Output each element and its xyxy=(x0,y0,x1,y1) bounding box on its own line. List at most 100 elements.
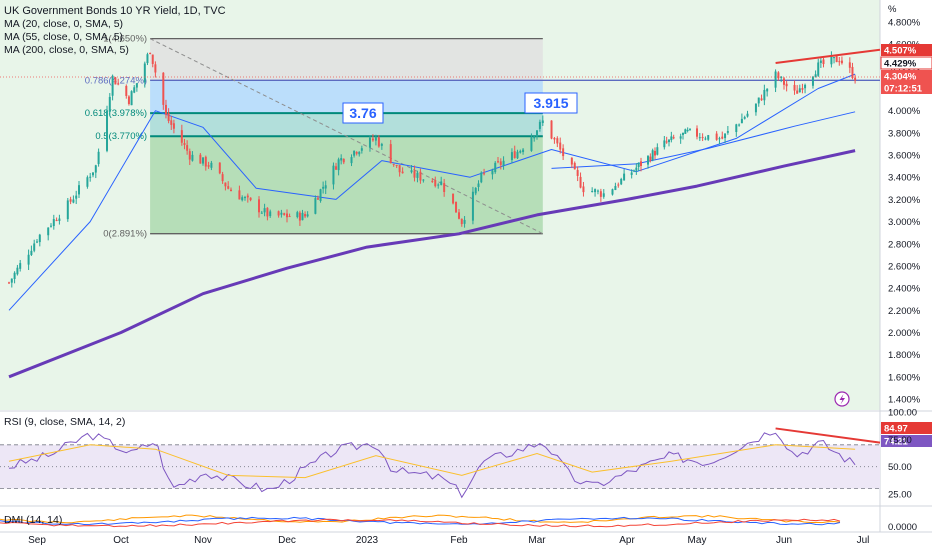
candle-body xyxy=(538,121,541,129)
candle-body xyxy=(260,212,263,214)
candle-body xyxy=(582,186,585,193)
bar-countdown-label-bg xyxy=(881,82,932,94)
candle-body xyxy=(52,219,55,227)
candle-body xyxy=(672,137,675,139)
rsi-value-label: 84.97 xyxy=(884,424,908,435)
candle-body xyxy=(602,193,605,197)
candle-body xyxy=(640,161,642,167)
candle-body xyxy=(47,227,50,236)
candle-body xyxy=(238,190,241,200)
dmi-axis-tick: 0.0000 xyxy=(888,522,917,533)
annotation-3-915-box xyxy=(524,92,578,114)
rsi-divergence-line xyxy=(775,427,881,444)
candle-body xyxy=(340,158,343,161)
candle-body xyxy=(180,130,183,143)
candle-body xyxy=(553,138,556,140)
candle-body xyxy=(288,216,291,218)
candle-body xyxy=(783,78,785,85)
annotation-3-915: 3.915 xyxy=(533,95,568,111)
candle-body xyxy=(269,211,272,217)
last-price-label: 4.304% xyxy=(884,72,917,83)
candle-body xyxy=(848,62,851,68)
ma-55-legend: MA (55, close, 0, SMA, 5) xyxy=(4,31,124,43)
candle-body xyxy=(502,160,505,166)
candle-body xyxy=(833,57,836,59)
candle-body xyxy=(474,187,477,194)
candle-body xyxy=(127,96,130,104)
candle-body xyxy=(419,171,422,181)
candle-body xyxy=(819,60,822,63)
candle-body xyxy=(434,180,437,187)
candle-body xyxy=(280,212,283,215)
candle-body xyxy=(207,165,210,167)
candle-body xyxy=(696,128,698,137)
candle-body xyxy=(167,113,170,121)
candle-body xyxy=(738,124,741,126)
lightning-icon-glyph xyxy=(839,394,845,405)
candle-body xyxy=(579,176,582,188)
candle-body xyxy=(130,91,133,106)
candle-body xyxy=(66,200,69,220)
time-axis-tick: Sep xyxy=(28,535,46,546)
candle-body xyxy=(335,166,338,170)
candle-body xyxy=(689,128,691,130)
fib-trend-diagonal xyxy=(149,38,544,235)
candle-body xyxy=(654,150,656,156)
candle-body xyxy=(536,130,538,137)
candle-body xyxy=(89,176,92,178)
candle-body xyxy=(258,199,260,213)
candle-body xyxy=(533,136,536,139)
candle-body xyxy=(483,173,486,175)
candle-body xyxy=(591,190,594,193)
fib-level-label: 0(2.891%) xyxy=(103,229,147,240)
price-axis-tick: 1.800% xyxy=(888,350,921,361)
price-axis-tick: 2.000% xyxy=(888,328,921,339)
candle-body xyxy=(443,183,446,192)
rsi-axis-tick: 25.00 xyxy=(888,490,912,501)
candle-body xyxy=(316,198,319,200)
price-axis-tick: 3.800% xyxy=(888,128,921,139)
candle-body xyxy=(97,151,100,165)
candle-body xyxy=(398,165,401,173)
candle-body xyxy=(72,199,75,203)
candle-body xyxy=(133,87,136,93)
candle-body xyxy=(830,56,833,65)
candle-body xyxy=(380,143,383,146)
candle-body xyxy=(798,88,801,93)
candle-body xyxy=(221,174,224,182)
candle-body xyxy=(649,156,652,161)
candle-body xyxy=(38,234,41,243)
candle-body xyxy=(360,148,363,151)
candle-body xyxy=(75,195,78,199)
time-axis-tick: 2023 xyxy=(356,535,379,546)
rsi-legend: RSI (9, close, SMA, 14, 2) xyxy=(4,416,125,429)
candle-body xyxy=(754,103,757,113)
candle-body xyxy=(244,197,246,199)
rsi-ma-value-label: 74.21 xyxy=(884,437,908,448)
candle-body xyxy=(718,138,721,140)
candle-body xyxy=(670,136,673,141)
candle-body xyxy=(562,148,565,157)
candle-body xyxy=(342,158,345,163)
candle-body xyxy=(679,136,682,139)
rsi-value-label-bg xyxy=(881,422,932,434)
candle-body xyxy=(614,186,617,191)
candle-body xyxy=(458,212,460,219)
candle-body xyxy=(266,207,269,217)
candle-body xyxy=(314,198,317,214)
candle-body xyxy=(263,208,266,213)
candle-body xyxy=(651,150,654,161)
candle-body xyxy=(332,165,335,185)
candle-body xyxy=(422,179,425,181)
candle-body xyxy=(777,72,780,79)
candle-body xyxy=(743,117,746,119)
candle-body xyxy=(33,243,36,251)
candle-body xyxy=(16,267,19,275)
candle-body xyxy=(637,162,640,167)
candle-body xyxy=(721,136,724,139)
candle-body xyxy=(796,90,799,94)
candle-body xyxy=(463,219,466,224)
candle-body xyxy=(793,84,796,91)
